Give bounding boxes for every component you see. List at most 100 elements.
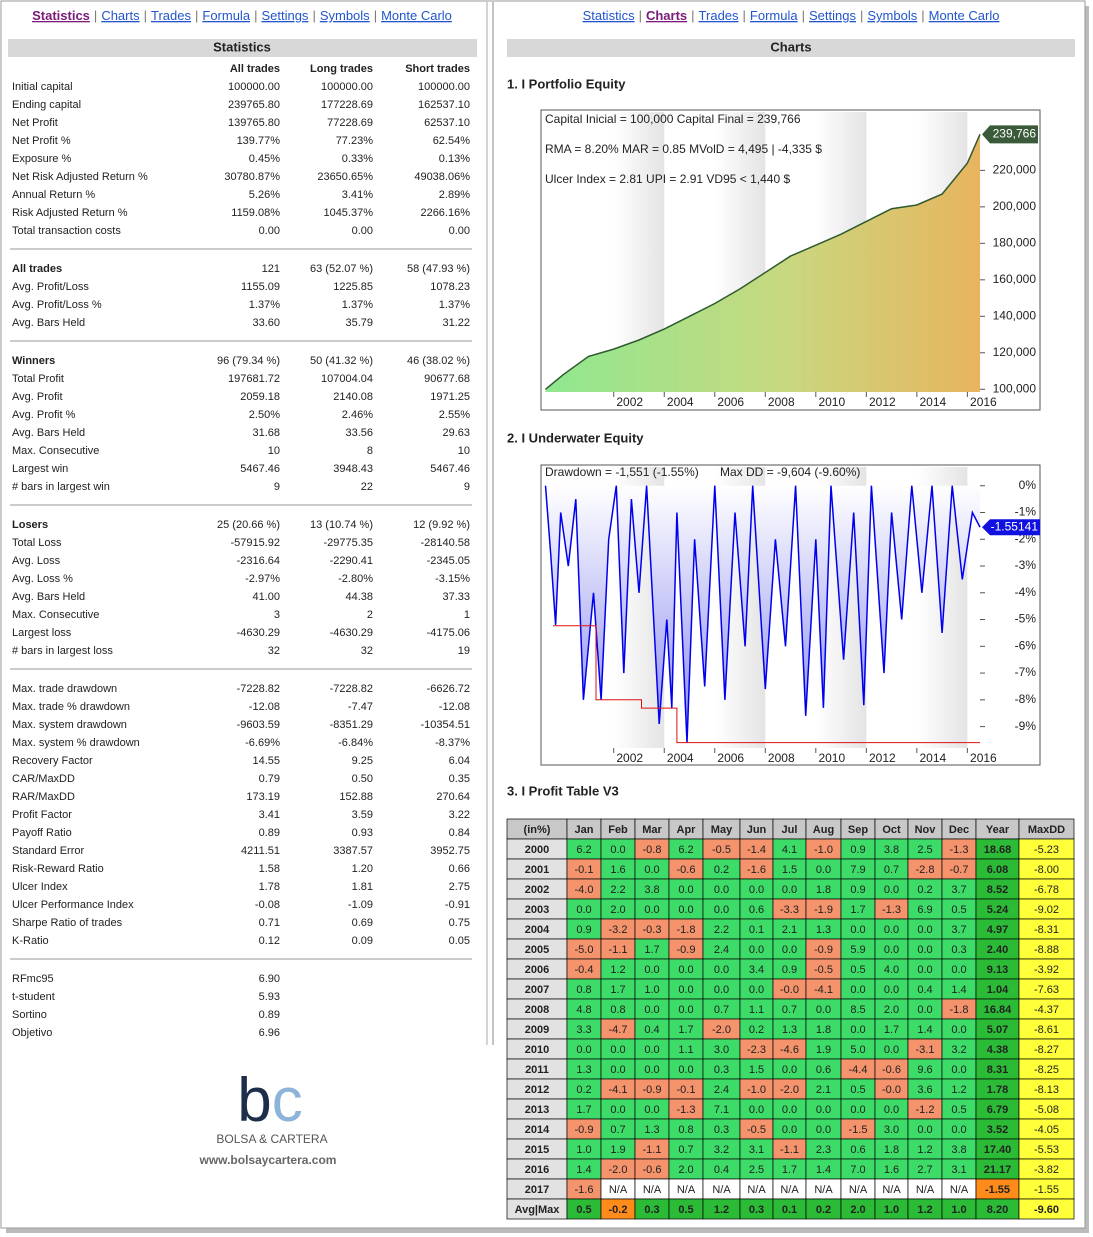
- stat-value: 23650.65%: [317, 171, 373, 183]
- table-title: 3. I Profit Table V3: [507, 783, 619, 798]
- nav-link[interactable]: Symbols: [867, 8, 917, 23]
- cell-text: 2016: [525, 1164, 549, 1176]
- stat-value: 0.75: [449, 917, 470, 929]
- cell-text: 0.7: [610, 1124, 625, 1136]
- cell-text: 3.8: [951, 1144, 966, 1156]
- nav-link[interactable]: Charts: [101, 8, 140, 23]
- stat-label: Net Risk Adjusted Return %: [12, 171, 148, 183]
- cell-text: -0.6: [677, 864, 696, 876]
- cell-text: 0.0: [884, 884, 899, 896]
- stat-value: 2: [367, 609, 373, 621]
- stat-label: Ulcer Performance Index: [12, 899, 134, 911]
- stat-value: 1159.08%: [231, 207, 280, 219]
- stat-label: CAR/MaxDD: [12, 773, 75, 785]
- cell-text: 0.0: [782, 944, 797, 956]
- stat-value: -7228.82: [237, 683, 280, 695]
- cell-text: 0.0: [884, 944, 899, 956]
- stat-value: 1971.25: [430, 391, 470, 403]
- cell-text: -5.23: [1034, 844, 1059, 856]
- stat-label: RAR/MaxDD: [12, 791, 75, 803]
- nav-separator: |: [312, 8, 315, 23]
- nav-separator: |: [374, 8, 377, 23]
- logo-url: www.bolsaycartera.com: [199, 1153, 337, 1167]
- nav-link[interactable]: Monte Carlo: [929, 8, 1000, 23]
- y-tick-label: 200,000: [993, 199, 1037, 213]
- stat-value: 3387.57: [333, 845, 373, 857]
- cell-text: 1.7: [678, 1024, 693, 1036]
- stat-value: 9.25: [352, 755, 373, 767]
- nav-link[interactable]: Statistics: [583, 8, 636, 23]
- nav-link[interactable]: Settings: [809, 8, 856, 23]
- nav-link[interactable]: Trades: [151, 8, 191, 23]
- stat-label: Total Loss: [12, 537, 62, 549]
- cell-text: 1.4: [951, 984, 966, 996]
- cell-text: -1.1: [643, 1144, 662, 1156]
- cell-text: 3.7: [951, 924, 966, 936]
- x-tick-label: 2008: [768, 395, 795, 409]
- cell-text: 0.3: [714, 1064, 729, 1076]
- cell-text: 0.8: [576, 984, 591, 996]
- stat-value: 0.89: [259, 1009, 280, 1021]
- x-tick-label: 2010: [818, 395, 845, 409]
- cell-text: 7.9: [850, 864, 865, 876]
- cell-text: 0.0: [884, 1044, 899, 1056]
- stat-value: 62537.10: [424, 117, 470, 129]
- cell-text: 0.0: [644, 964, 659, 976]
- stat-value: 0.13%: [439, 153, 470, 165]
- cell-text: 0.6: [850, 1144, 865, 1156]
- nav-link[interactable]: Formula: [750, 8, 798, 23]
- stat-value: -6.69%: [245, 737, 280, 749]
- cell-text: 1.1: [678, 1044, 693, 1056]
- stat-value: 2.50%: [249, 409, 280, 421]
- panel-title: Statistics: [213, 39, 271, 54]
- cell-text: 1.7: [610, 984, 625, 996]
- logo-c: c: [272, 1066, 303, 1135]
- nav-link[interactable]: Symbols: [320, 8, 370, 23]
- stat-value: 41.00: [252, 591, 280, 603]
- logo-mark: bc: [237, 1066, 302, 1135]
- stat-label: Ending capital: [12, 99, 81, 111]
- nav-bar: Statistics | Charts | Trades | Formula | Setting…: [32, 8, 452, 23]
- value-flag-label: 239,766: [993, 126, 1037, 140]
- nav-link[interactable]: Trades: [699, 8, 739, 23]
- stat-value: 37.33: [442, 591, 470, 603]
- cell-text: -5.53: [1034, 1144, 1059, 1156]
- cell-text: 1.4: [917, 1024, 932, 1036]
- x-tick-label: 2012: [869, 395, 896, 409]
- cell-text: N/A: [814, 1184, 833, 1196]
- cell-text: 0.0: [917, 964, 932, 976]
- stat-value: 12 (9.92 %): [413, 519, 470, 531]
- cell-text: 1.6: [884, 1164, 899, 1176]
- cell-text: -7.63: [1034, 984, 1059, 996]
- cell-text: Nov: [915, 824, 937, 836]
- cell-text: 1.3: [576, 1064, 591, 1076]
- stat-label: # bars in largest win: [12, 481, 110, 493]
- stat-value: 0.69: [352, 917, 373, 929]
- cell-text: N/A: [780, 1184, 799, 1196]
- drawdown-area: [545, 485, 980, 743]
- nav-link[interactable]: Monte Carlo: [381, 8, 452, 23]
- cell-text: -2.0: [609, 1164, 628, 1176]
- stat-value: -2.97%: [245, 573, 280, 585]
- cell-text: 5.07: [987, 1024, 1008, 1036]
- nav-link[interactable]: Settings: [261, 8, 308, 23]
- cell-text: 6.9: [917, 904, 932, 916]
- cell-text: 7.1: [714, 1104, 729, 1116]
- cell-text: 0.0: [782, 884, 797, 896]
- stat-value: 30780.87%: [224, 171, 280, 183]
- cell-text: -1.55: [985, 1184, 1010, 1196]
- stat-value: 0.00: [352, 225, 373, 237]
- logo-b: b: [237, 1066, 271, 1135]
- stat-value: -4175.06: [427, 627, 470, 639]
- cell-text: 0.7: [714, 1004, 729, 1016]
- cell-text: 0.0: [917, 1004, 932, 1016]
- cell-text: Sep: [848, 824, 868, 836]
- nav-link[interactable]: Formula: [202, 8, 250, 23]
- nav-link[interactable]: Charts: [646, 8, 687, 23]
- nav-link[interactable]: Statistics: [32, 8, 90, 23]
- x-tick-label: 2010: [818, 751, 845, 765]
- cell-text: -2.8: [916, 864, 935, 876]
- stat-value: 2266.16%: [420, 207, 470, 219]
- stat-value: -7228.82: [330, 683, 373, 695]
- cell-text: 0.0: [951, 1024, 966, 1036]
